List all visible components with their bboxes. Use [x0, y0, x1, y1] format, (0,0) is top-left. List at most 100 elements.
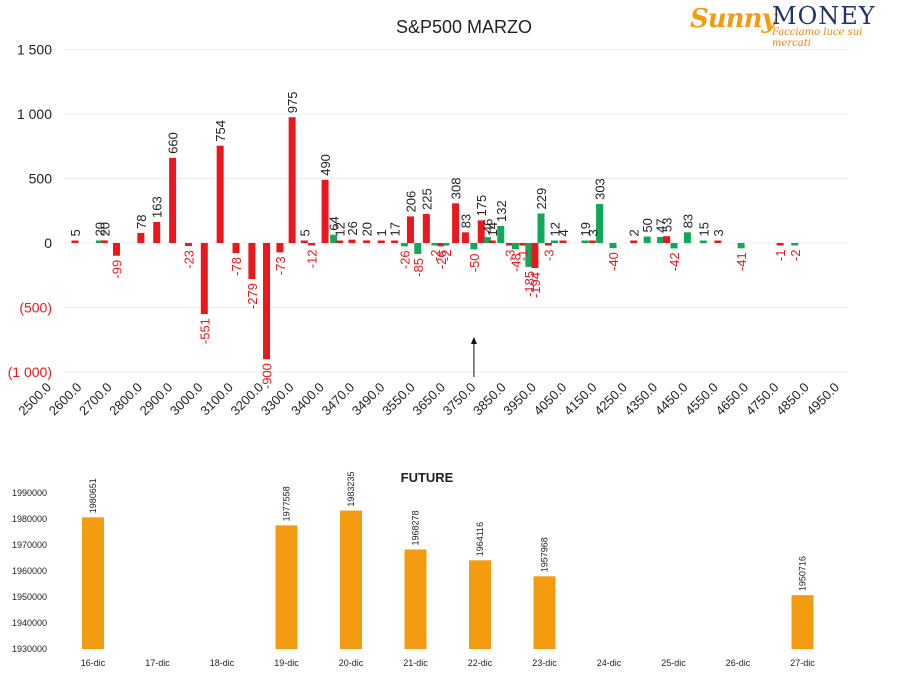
- x-tick-label: 3650.0: [409, 380, 448, 419]
- data-label: 5: [68, 229, 83, 236]
- bar: [663, 236, 671, 243]
- data-label: -1: [516, 250, 531, 262]
- data-label: 17: [388, 222, 403, 236]
- bar: [588, 240, 596, 243]
- y-tick-label: 1970000: [12, 540, 47, 550]
- chart-title: FUTURE: [401, 470, 454, 485]
- x-tick-label: 4250.0: [591, 380, 630, 419]
- bar: [321, 179, 329, 243]
- y-tick-label: (1 000): [8, 364, 52, 380]
- bar: [275, 525, 298, 649]
- data-label: 3: [585, 229, 600, 236]
- bar: [537, 213, 545, 243]
- bar: [95, 240, 103, 243]
- y-tick-label: 1990000: [12, 488, 47, 498]
- bar: [431, 243, 439, 246]
- data-label: 175: [474, 195, 489, 217]
- data-label: -42: [667, 252, 682, 271]
- bar: [100, 240, 108, 243]
- y-tick-label: 1 500: [17, 42, 52, 58]
- data-label: 15: [696, 222, 711, 236]
- x-tick-label: 18-dic: [210, 658, 235, 668]
- data-label: 754: [213, 120, 228, 142]
- bar: [470, 243, 478, 250]
- x-tick-label: 22-dic: [468, 658, 493, 668]
- bar: [82, 517, 104, 649]
- bar: [791, 595, 814, 649]
- data-label: 14: [485, 222, 500, 236]
- bar: [776, 243, 784, 246]
- data-label: -194: [528, 272, 543, 298]
- bar: [112, 243, 120, 256]
- x-tick-label: 4950.0: [803, 380, 842, 419]
- bar: [442, 243, 450, 246]
- data-label: 20: [360, 222, 375, 236]
- data-label: -26: [397, 250, 412, 269]
- data-label: -900: [260, 363, 275, 389]
- data-label: 225: [419, 188, 434, 210]
- bar: [531, 243, 539, 269]
- bar: [71, 240, 79, 243]
- bar: [643, 236, 651, 243]
- data-label: 1977558: [282, 486, 292, 521]
- bar: [461, 232, 469, 243]
- bar: [544, 243, 552, 246]
- bar: [519, 243, 527, 246]
- bar: [406, 216, 414, 243]
- data-label: 1983235: [346, 472, 356, 507]
- bar: [348, 239, 356, 243]
- data-label: 12: [333, 222, 348, 236]
- bar: [336, 240, 344, 243]
- bar: [232, 243, 240, 254]
- data-label: 1964116: [475, 522, 485, 556]
- data-label: 19: [578, 222, 593, 236]
- bar: [400, 243, 408, 247]
- bar: [737, 243, 745, 249]
- data-label: 83: [680, 214, 695, 228]
- data-label: -2: [788, 250, 803, 262]
- bar: [533, 576, 556, 649]
- data-label: 660: [166, 132, 181, 154]
- data-label: -12: [305, 250, 320, 269]
- y-tick-label: 1950000: [12, 592, 47, 602]
- data-label: 2: [627, 229, 642, 236]
- y-tick-label: (500): [19, 300, 52, 316]
- x-tick-label: 25-dic: [661, 658, 686, 668]
- data-label: 1957968: [540, 537, 550, 572]
- x-tick-label: 21-dic: [403, 658, 428, 668]
- x-tick-label: 4850.0: [773, 380, 812, 419]
- x-tick-label: 19-dic: [274, 658, 299, 668]
- bar: [683, 232, 691, 243]
- data-label: -2: [439, 250, 454, 262]
- x-tick-label: 2500.0: [15, 380, 54, 419]
- data-label: 1980651: [88, 478, 98, 513]
- data-label: 4: [556, 229, 571, 236]
- data-label: 47: [654, 218, 669, 232]
- data-label: -279: [245, 283, 260, 309]
- bar: [276, 243, 284, 253]
- y-tick-label: 0: [44, 235, 52, 251]
- data-label: -23: [181, 250, 196, 269]
- y-tick-label: 1940000: [12, 618, 47, 628]
- bar: [288, 117, 296, 243]
- data-label: 5: [297, 229, 312, 236]
- data-label: 229: [534, 188, 549, 210]
- data-label: -26: [434, 250, 449, 269]
- bar: [630, 240, 638, 243]
- data-label: 83: [458, 214, 473, 228]
- bar: [363, 240, 371, 243]
- bar: [340, 510, 362, 649]
- logo-word-sunny: Sunny: [690, 4, 777, 34]
- bar: [263, 243, 271, 360]
- x-tick-label: 3470.0: [318, 380, 357, 419]
- x-tick-label: 3490.0: [349, 380, 388, 419]
- data-label: 12: [547, 222, 562, 236]
- bar: [169, 157, 177, 243]
- x-tick-label: 23-dic: [532, 658, 557, 668]
- data-label: 64: [327, 216, 342, 230]
- data-label: -40: [606, 252, 621, 271]
- bar: [477, 220, 485, 243]
- bar: [699, 240, 707, 243]
- x-tick-label: 3100.0: [197, 380, 236, 419]
- data-label: 20: [97, 222, 112, 236]
